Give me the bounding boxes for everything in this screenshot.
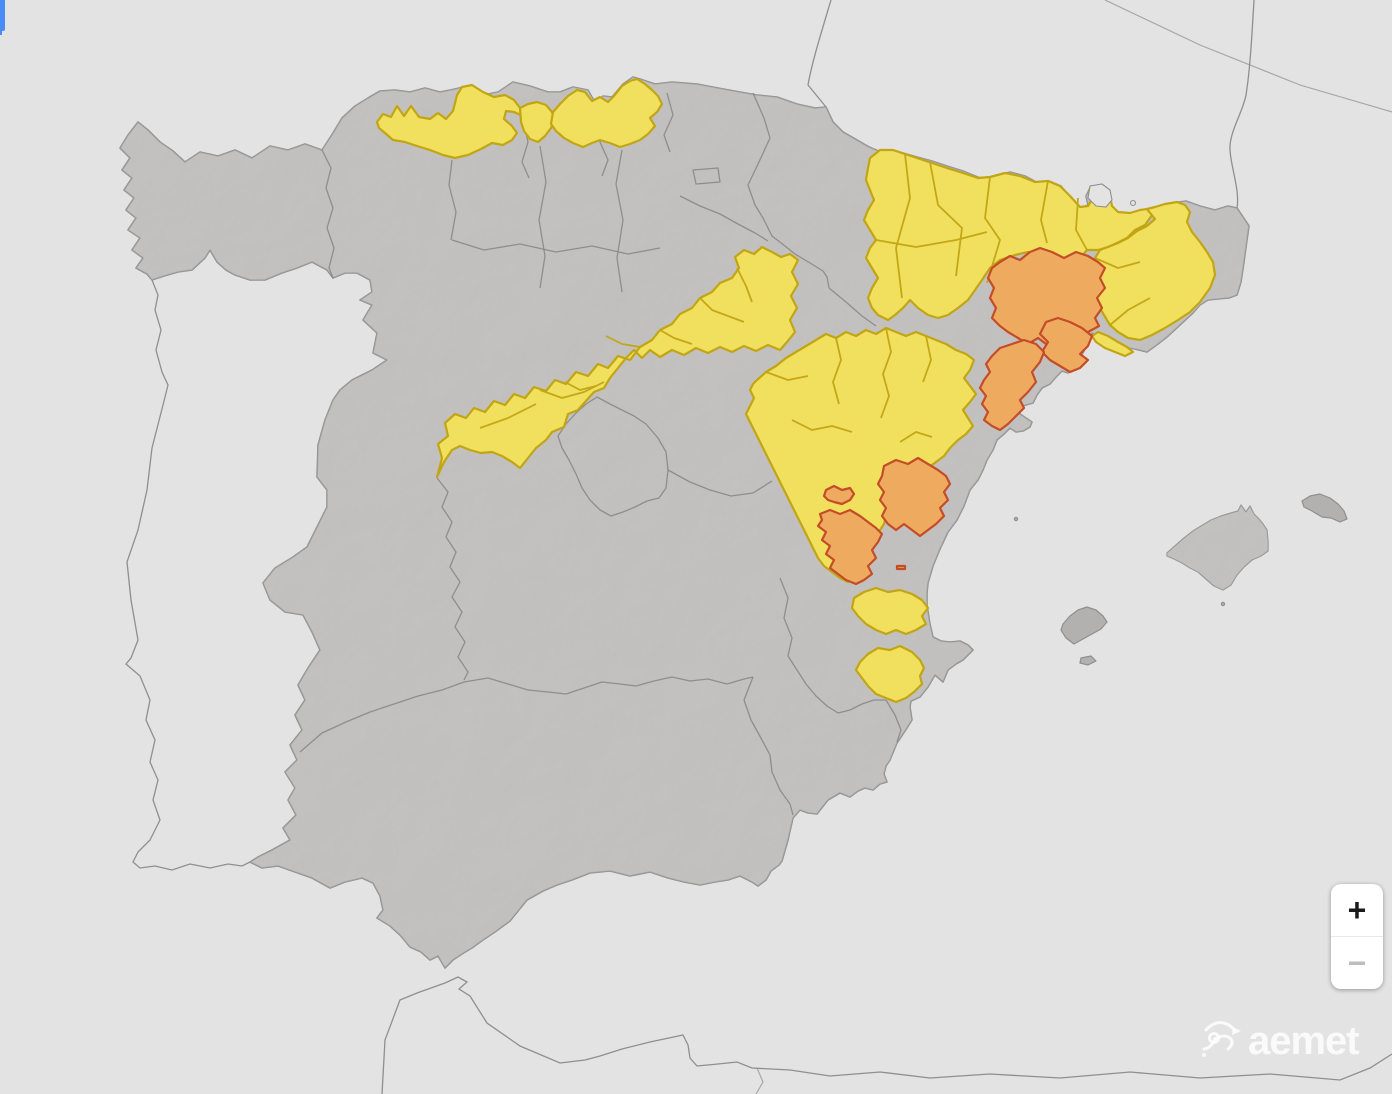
llivia-enclave: [1129, 199, 1137, 207]
france-atlantic-coast: [807, 0, 832, 108]
ibiza-island: [1060, 606, 1108, 645]
zoom-in-button[interactable]: +: [1331, 884, 1383, 936]
africa-coastline: [381, 976, 1392, 1094]
andorra-enclave: [1087, 183, 1113, 208]
map-zoom-control: + −: [1331, 884, 1383, 989]
columbretes-islet: [1013, 516, 1019, 522]
warning-zone-valencia-south[interactable]: [850, 586, 930, 636]
formentera-island: [1079, 655, 1097, 666]
warning-zone-girona-barcelona[interactable]: [1088, 200, 1217, 342]
warning-zone-maestrazgo-strip[interactable]: [978, 338, 1046, 432]
zoom-out-button[interactable]: −: [1331, 937, 1383, 989]
warning-zone-tarragona-coast[interactable]: [1090, 330, 1135, 358]
yellow-zone-dividers: [479, 153, 1151, 443]
portugal-coastline: [125, 279, 251, 871]
warning-zone-alicante-north[interactable]: [854, 644, 926, 704]
france-mediterranean-coast: [1229, 0, 1255, 209]
menorca-island: [1301, 493, 1348, 523]
warning-zone-castellon-interior[interactable]: [876, 456, 952, 538]
neighbor-country-borders: [125, 0, 1392, 1094]
africa-inland-border: [755, 1067, 764, 1094]
warning-zone-north-coast-cantabria[interactable]: [518, 100, 556, 144]
warning-zone-teruel-small[interactable]: [822, 484, 856, 506]
blue-accent-fragment: [0, 0, 5, 35]
warning-zone-north-coast-east[interactable]: [549, 77, 664, 149]
warning-zone-tarragona-inland[interactable]: [1038, 316, 1094, 374]
zoom-control-divider: [1331, 936, 1383, 937]
cabrera-islet: [1220, 601, 1226, 607]
warning-zone-valencia-interior[interactable]: [816, 508, 884, 586]
enclaves: [1087, 183, 1137, 208]
france-inland-border: [1104, 0, 1392, 113]
warning-zone-coastal-dash[interactable]: [895, 564, 907, 571]
warning-zones: [375, 77, 1217, 704]
